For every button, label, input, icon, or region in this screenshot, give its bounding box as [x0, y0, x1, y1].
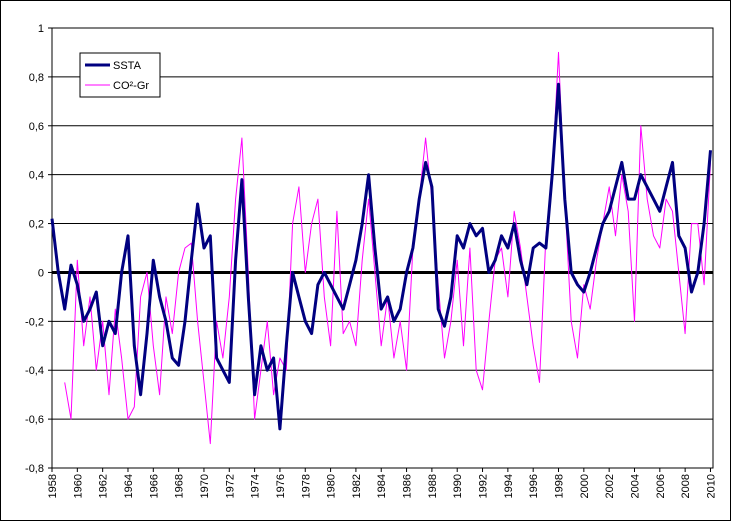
y-tick-label: -0,4: [25, 365, 44, 377]
x-tick-label: 1966: [148, 474, 160, 498]
y-tick-label: 0,8: [29, 72, 44, 84]
x-tick-label: 1984: [376, 474, 388, 498]
x-tick-label: 1998: [554, 474, 566, 498]
y-tick-label: 0,4: [29, 170, 44, 182]
x-tick-label: 2008: [680, 474, 692, 498]
x-tick-label: 2000: [579, 474, 591, 498]
x-tick-label: 1996: [528, 474, 540, 498]
y-tick-label: 0,2: [29, 219, 44, 231]
legend-label: CO²-Gr: [113, 80, 149, 92]
x-tick-label: 2004: [629, 474, 641, 498]
x-tick-label: 1994: [503, 474, 515, 498]
x-tick-label: 1970: [199, 474, 211, 498]
x-tick-label: 2006: [655, 474, 667, 498]
x-tick-label: 1958: [47, 474, 59, 498]
x-tick-label: 1974: [250, 474, 262, 498]
y-tick-label: 1: [38, 23, 44, 35]
x-tick-label: 1988: [427, 474, 439, 498]
x-tick-label: 1992: [478, 474, 490, 498]
plot-area: [51, 27, 714, 469]
x-tick-label: 1960: [72, 474, 84, 498]
x-tick-label: 1980: [326, 474, 338, 498]
x-tick-label: 1972: [224, 474, 236, 498]
y-tick-label: 0: [38, 267, 44, 279]
y-tick-label: 0,6: [29, 121, 44, 133]
x-tick-label: 1962: [98, 474, 110, 498]
x-tick-label: 1982: [351, 474, 363, 498]
x-tick-label: 1964: [123, 474, 135, 498]
x-tick-label: 2010: [705, 474, 717, 498]
y-tick-label: -0,8: [25, 463, 44, 475]
x-tick-label: 1976: [275, 474, 287, 498]
legend-box: [79, 52, 161, 98]
y-tick-label: -0,6: [25, 414, 44, 426]
legend-label: SSTA: [113, 60, 142, 72]
x-tick-label: 1968: [174, 474, 186, 498]
x-tick-label: 1986: [402, 474, 414, 498]
series-line: [50, 82, 712, 431]
x-tick-label: 2002: [604, 474, 616, 498]
y-tick-label: -0,2: [25, 316, 44, 328]
x-tick-label: 1990: [452, 474, 464, 498]
x-tick-label: 1978: [300, 474, 312, 498]
